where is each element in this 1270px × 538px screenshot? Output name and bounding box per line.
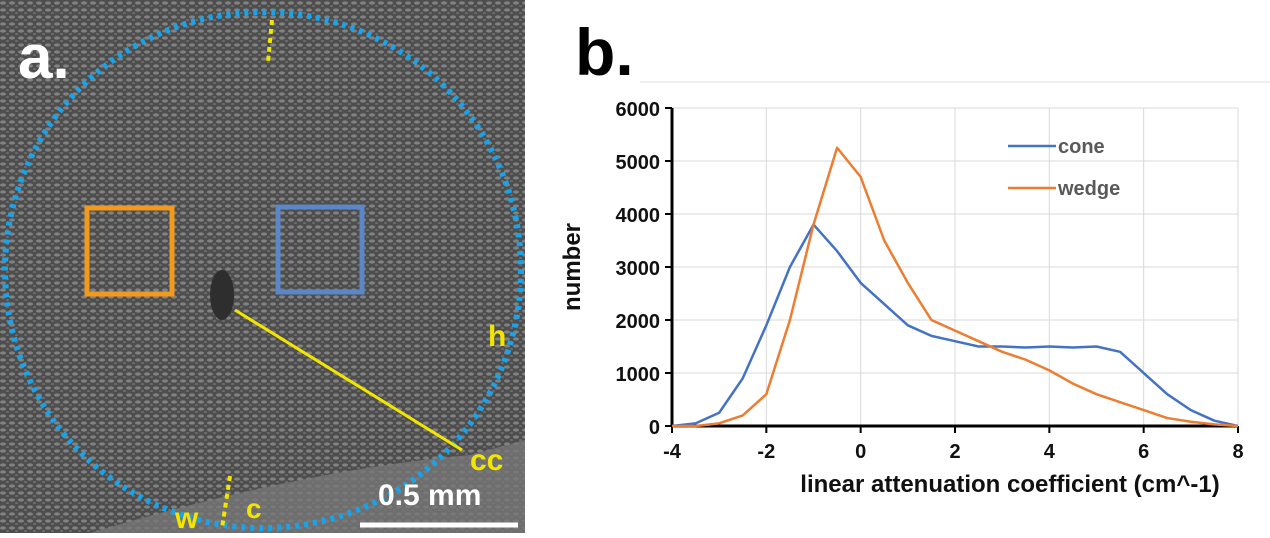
y-axis-label: number: [559, 223, 586, 311]
x-tick-label: -4: [663, 441, 682, 463]
edge-region: [90, 440, 525, 533]
x-tick-label: 8: [1232, 441, 1243, 463]
micrograph-panel: a. h cc w c 0.5 mm: [0, 0, 525, 535]
y-tick-label: 2000: [616, 311, 661, 333]
x-tick-label: 0: [855, 441, 866, 463]
series-line: [672, 146, 1239, 428]
panel-label: a.: [18, 23, 70, 92]
scale-label: 0.5 mm: [378, 479, 481, 512]
x-tick-label: 6: [1138, 441, 1149, 463]
annotation: cc: [470, 444, 503, 477]
annotation: c: [246, 493, 262, 524]
x-tick-label: 4: [1044, 441, 1056, 463]
series-line: [671, 223, 1239, 428]
y-tick-label: 4000: [616, 205, 661, 227]
x-axis-label: linear attenuation coefficient (cm^-1): [800, 471, 1219, 498]
legend-label: cone: [1058, 136, 1105, 158]
x-tick-label: 2: [949, 441, 960, 463]
y-tick-label: 5000: [616, 152, 661, 174]
wedge-roi: [84, 205, 175, 297]
annotation: w: [174, 502, 199, 533]
micrograph-shade: [0, 0, 525, 533]
outline-circle: [2, 9, 524, 531]
dotted-marker: [266, 19, 274, 63]
cone-roi: [275, 204, 365, 295]
y-tick-label: 3000: [616, 258, 661, 280]
y-tick-label: 1000: [616, 364, 661, 386]
annotation: h: [488, 320, 506, 353]
central-spot: [210, 270, 234, 320]
yellow-line: [234, 308, 463, 452]
panel-label: b.: [575, 15, 634, 89]
y-tick-label: 0: [649, 417, 660, 439]
x-tick-label: -2: [757, 441, 775, 463]
legend-label: wedge: [1057, 178, 1120, 200]
y-tick-label: 6000: [616, 99, 661, 121]
